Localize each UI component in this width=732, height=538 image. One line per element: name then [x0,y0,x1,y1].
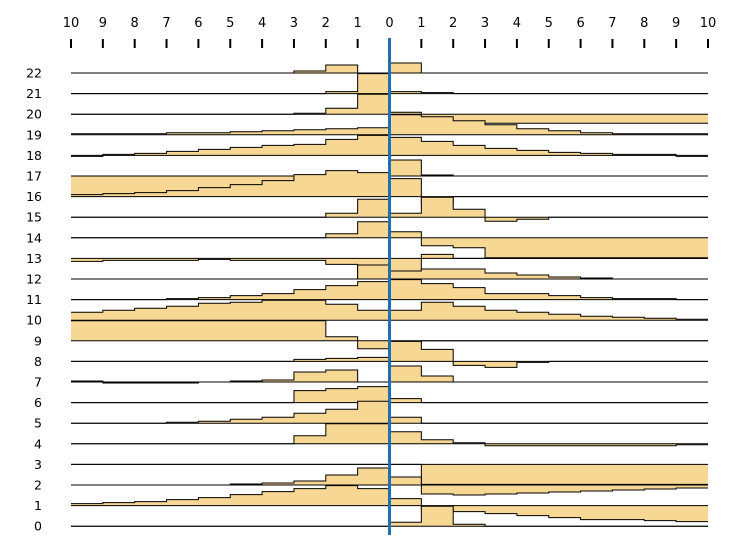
row-label: 11 [26,292,42,307]
row-label: 18 [26,148,42,163]
row-step-line [71,423,708,447]
row-step-line [71,463,708,485]
row-label: 22 [26,66,42,81]
x-tick-label: 2 [322,16,330,31]
x-tick-label: 3 [290,16,298,31]
x-tick-label: 7 [162,16,170,31]
x-tick-label: 6 [576,16,584,31]
row-step-line [71,365,708,384]
row-label: 1 [34,498,42,513]
row-label: 7 [34,375,42,390]
row-label: 9 [34,333,42,348]
row-label: 13 [26,251,42,266]
row-label: 8 [34,354,42,369]
row-step-line [71,196,708,222]
x-tick-label: 5 [545,16,553,31]
row-label: 2 [34,478,42,493]
x-tick-label: 8 [131,16,139,31]
row-area [71,320,708,349]
top-x-axis: 10 9 8 7 6 5 4 3 2 1 0 1 2 3 4 5 6 7 8 9 10 [63,16,717,48]
x-tick-label: 2 [449,16,457,31]
row-label: 4 [34,436,42,451]
row-step-line [71,505,708,527]
row-label: 19 [26,127,42,142]
row-label: 3 [34,457,42,472]
row-step-line [71,264,708,280]
x-tick-label: 10 [700,16,717,31]
x-tick-label: 10 [63,16,80,31]
row-label: 17 [26,169,42,184]
row-step-line [71,340,708,368]
row-label: 10 [26,313,42,328]
row-label: 6 [34,395,42,410]
row-step-line [71,386,708,404]
row-label: 21 [26,86,42,101]
row-label: 15 [26,210,42,225]
row-step-line [71,62,708,74]
row-step-line [71,299,708,320]
row-step-line [71,400,708,424]
row-label: 0 [34,519,42,534]
row-area [71,464,708,485]
row-label: 12 [26,272,42,287]
row-label: 5 [34,416,42,431]
x-tick-label: 1 [354,16,362,31]
row-label: 14 [26,230,42,245]
x-tick-label: 7 [608,16,616,31]
x-tick-label: 6 [194,16,202,31]
x-tick-label: 0 [385,16,393,31]
row-label: 20 [26,107,42,122]
x-tick-label: 5 [226,16,234,31]
row-label: 16 [26,189,42,204]
row-step-line [71,170,708,206]
x-tick-label: 9 [99,16,107,31]
x-tick-label: 4 [513,16,521,31]
x-tick-label: 8 [640,16,648,31]
x-tick-label: 4 [258,16,266,31]
x-tick-label: 9 [672,16,680,31]
x-tick-label: 3 [481,16,489,31]
row-step-line [71,467,708,496]
row-area [71,221,708,258]
x-tick-label: 1 [417,16,425,31]
